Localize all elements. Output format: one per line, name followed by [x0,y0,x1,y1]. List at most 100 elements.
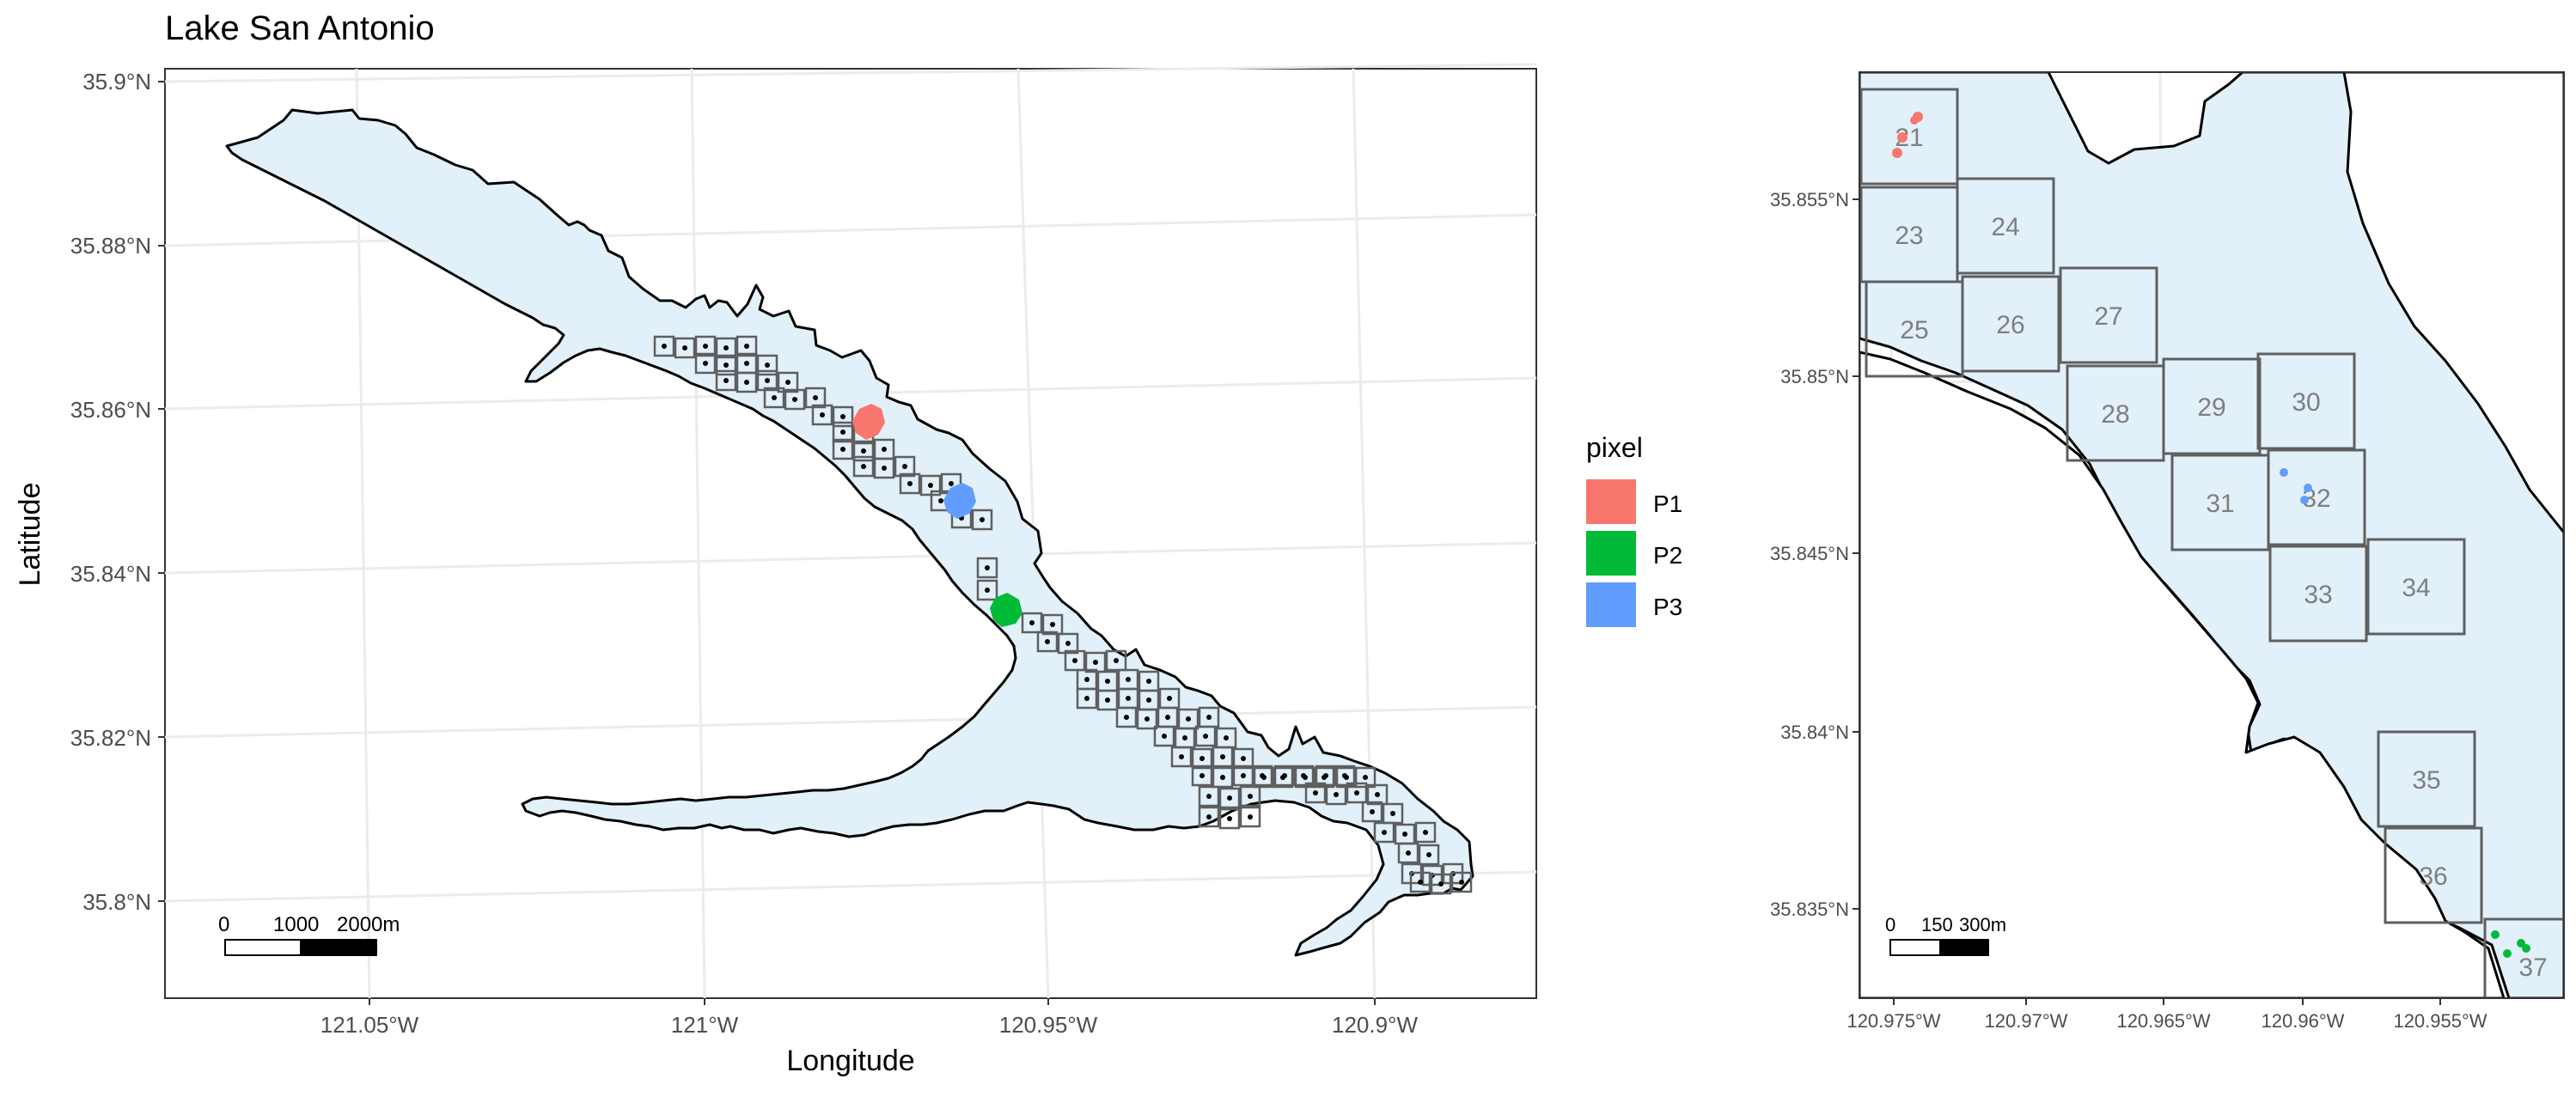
scalebar-white-segment [1889,939,1941,956]
pixel-cell [1105,649,1127,672]
pixel-cell [976,557,998,579]
inset-west-shore [1859,350,2506,998]
pixel-centroid [1224,735,1229,740]
pixel-centroid [1186,716,1191,722]
pixel-cell [1191,747,1213,770]
main-map-scalebar: 0 1000 2000m [218,913,400,956]
pixel-centroid [1072,658,1077,663]
pixel-centroid [1084,677,1090,682]
pixel-centroid [1418,880,1423,885]
main-map-x-axis: 121.05°W 121°W 120.95°W 120.9°W [320,1012,1419,1038]
pixel-centroid [723,363,729,368]
pixel-cell [1414,821,1437,844]
pixel-cell [1194,725,1217,747]
pixel-centroid [1145,716,1150,722]
pixel-cell [1136,708,1158,730]
pixel-centroid [723,378,729,383]
pixel-point-p3 [2280,468,2288,477]
inset-pixel-cell [2268,545,2368,643]
pixel-cell [736,335,758,357]
pixel-centroid [1426,852,1431,857]
inset-map-frame [1859,71,2565,999]
inset-cell-label: 24 [1991,213,2019,241]
pixel-cell [694,335,717,357]
pixel-cell [1430,873,1452,895]
pixel-cell [1373,821,1395,844]
inset-map-scalebar: 0 150 300m [1885,914,2006,956]
graticule-line [164,870,1537,903]
pixel-centroid [703,344,708,349]
pixel-centroid [1084,696,1090,701]
pixel-centroid [1206,794,1212,799]
pixel-cell [1409,871,1431,893]
pixel-cell [899,472,921,495]
pixel-centroid [882,466,887,471]
pixel-cell [715,354,737,376]
pixel-cell [811,404,833,426]
inset-y-axis: 35.855°N 35.85°N 35.845°N 35.84°N 35.835… [1770,189,1849,920]
pixel-centroid [1124,715,1129,720]
pixel-centroid [1382,830,1387,835]
pixel-centroid [1248,814,1253,819]
pixel-centroid [1199,773,1205,778]
pixel-centroid [1334,792,1339,797]
inset-cell-label: 25 [1900,316,1928,344]
inset-pixel-cell [1956,177,2055,275]
inset-cell-label: 34 [2402,574,2430,602]
pixel-centroid [1093,660,1098,665]
pixel-centroid [1423,830,1428,835]
pixel-point-p1 [1897,132,1908,143]
pixel-centroid [1227,816,1232,821]
inset-pixel-points-p1 [1892,112,1923,158]
inset-pixel-cell [2483,917,2564,998]
pixel-cell [1239,785,1261,807]
pixel-cell [1325,783,1347,806]
pixel-cell [832,421,854,443]
pixel-centroid [1029,620,1035,625]
x-tick-label: 120.975°W [1847,1010,1940,1032]
y-tick-label: 35.8°N [82,889,151,915]
pixel-cell [694,352,717,375]
pixel-cell [1361,801,1383,823]
pixel-centroid [785,380,791,385]
pixel-centroid [907,481,913,486]
pixel-centroid [772,395,777,400]
pixel-centroid [1105,698,1110,703]
legend-key-p2 [1586,531,1636,576]
pixel-centroid [1402,832,1407,837]
pixel-cell [1036,631,1059,653]
pixel-centroid [1354,790,1359,795]
graticule-line [355,68,371,999]
pixel-point-p1 [1892,148,1902,158]
inset-pixel-cell [1859,88,1959,186]
pixel-centroid [1220,754,1225,759]
pixel-centroid [882,447,887,452]
pixel-cell [1057,632,1079,655]
pixel-cell [1218,787,1241,809]
pixel-centroid [861,464,866,469]
pixel-cell [1212,746,1234,768]
pixel-marker-p1 [852,404,885,440]
inset-cell-label: 29 [2197,393,2225,422]
legend-label: P2 [1653,542,1682,569]
x-tick-label: 121.05°W [320,1012,419,1038]
pixel-cell [1076,687,1098,710]
pixel-cell [1021,612,1043,634]
pixel-cell [1346,782,1368,804]
pixel-centroid [744,361,749,366]
pixel-centroid [662,344,667,349]
pixel-centroid [1167,696,1172,701]
pixel-centroid [723,345,729,350]
pixel-cell [1450,871,1473,893]
pixel-centroid [1342,773,1347,778]
inset-pixel-points-p3 [2280,468,2312,504]
pixel-point-p2 [2491,930,2500,939]
pixel-cell [784,388,806,411]
figure-title: Lake San Antonio [165,9,435,47]
pixel-centroid [1065,641,1071,646]
pixel-centroid [1280,775,1285,780]
pixel-cell [1239,806,1261,828]
pixel-point-p3 [2304,484,2312,492]
pixel-cell [756,369,778,392]
pixel-centroid [985,565,990,570]
